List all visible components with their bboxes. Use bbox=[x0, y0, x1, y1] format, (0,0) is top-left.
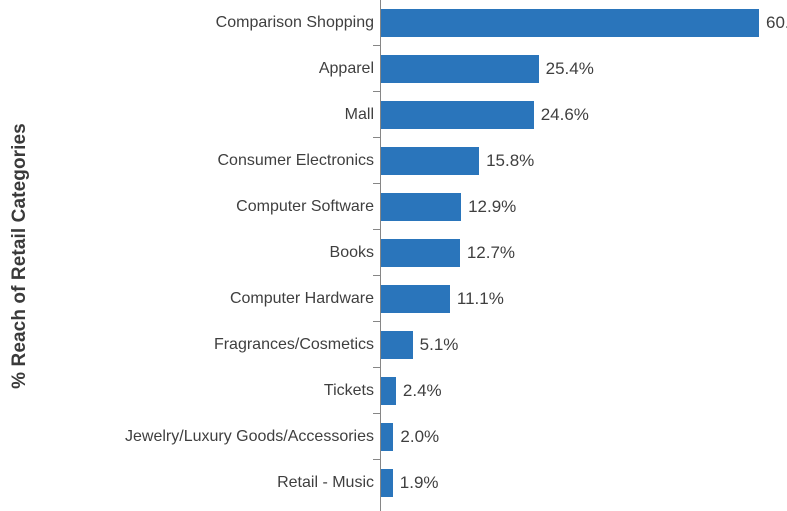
bar-wrap: 11.1% bbox=[381, 285, 504, 313]
bar-wrap: 1.9% bbox=[381, 469, 439, 497]
bar-wrap: 25.4% bbox=[381, 55, 594, 83]
bar-wrap: 12.9% bbox=[381, 193, 516, 221]
plot-area: Comparison Shopping 60.9% Apparel 25.4% Mall… bbox=[40, 0, 787, 511]
category-label: Computer Hardware bbox=[229, 290, 374, 307]
bar-wrap: 60.9% bbox=[381, 9, 787, 37]
category-label: Comparison Shopping bbox=[215, 14, 374, 31]
bar-wrap: 2.0% bbox=[381, 423, 439, 451]
bar[interactable] bbox=[381, 101, 534, 129]
bar-wrap: 15.8% bbox=[381, 147, 534, 175]
bar-value-label: 2.0% bbox=[400, 427, 440, 446]
bar[interactable] bbox=[381, 423, 394, 451]
bar-wrap: 24.6% bbox=[381, 101, 589, 129]
axis-tick bbox=[373, 183, 381, 184]
bar-value-label: 12.9% bbox=[468, 197, 517, 216]
bar[interactable] bbox=[381, 147, 480, 175]
bar-row[interactable]: Fragrances/Cosmetics 5.1% bbox=[40, 322, 787, 368]
axis-tick bbox=[373, 275, 381, 276]
bar-wrap: 12.7% bbox=[381, 239, 515, 267]
category-label: Retail - Music bbox=[277, 474, 374, 491]
bar-row[interactable]: Jewelry/Luxury Goods/Accessories 2.0% bbox=[40, 414, 787, 460]
axis-tick bbox=[373, 45, 381, 46]
bar[interactable] bbox=[381, 331, 413, 359]
category-label: Books bbox=[329, 244, 374, 261]
bar[interactable] bbox=[381, 193, 462, 221]
bar-value-label: 25.4% bbox=[545, 59, 594, 78]
bar-wrap: 2.4% bbox=[381, 377, 442, 405]
axis-tick bbox=[373, 91, 381, 92]
bar-row[interactable]: Retail - Music 1.9% bbox=[40, 460, 787, 506]
category-label: Mall bbox=[344, 106, 374, 123]
bar-wrap: 5.1% bbox=[381, 331, 458, 359]
bar-row[interactable]: Books 12.7% bbox=[40, 230, 787, 276]
category-label: Apparel bbox=[318, 60, 374, 77]
category-label: Fragrances/Cosmetics bbox=[213, 336, 374, 353]
bar-value-label: 5.1% bbox=[419, 335, 459, 354]
bar-row[interactable]: Mall 24.6% bbox=[40, 92, 787, 138]
bar-row[interactable]: Computer Hardware 11.1% bbox=[40, 276, 787, 322]
bar-row[interactable]: Apparel 25.4% bbox=[40, 46, 787, 92]
axis-tick bbox=[373, 229, 381, 230]
category-label: Consumer Electronics bbox=[217, 152, 375, 169]
axis-tick bbox=[373, 137, 381, 138]
bar[interactable] bbox=[381, 469, 393, 497]
axis-tick bbox=[373, 367, 381, 368]
category-label: Jewelry/Luxury Goods/Accessories bbox=[125, 428, 374, 445]
y-axis-title-label: % Reach of Retail Categories bbox=[9, 122, 30, 389]
axis-tick bbox=[373, 413, 381, 414]
bar-value-label: 24.6% bbox=[540, 105, 589, 124]
bar-value-label: 11.1% bbox=[456, 289, 504, 308]
y-axis-title: % Reach of Retail Categories bbox=[0, 0, 40, 511]
category-label: Computer Software bbox=[236, 198, 374, 215]
bar-value-label: 60.9% bbox=[766, 13, 787, 32]
bar[interactable] bbox=[381, 285, 450, 313]
category-label: Tickets bbox=[323, 382, 374, 399]
category-axis-line bbox=[380, 0, 381, 511]
axis-tick bbox=[373, 459, 381, 460]
bar-value-label: 1.9% bbox=[399, 473, 439, 492]
bar[interactable] bbox=[381, 377, 396, 405]
bar-value-label: 15.8% bbox=[486, 151, 535, 170]
bar-row[interactable]: Tickets 2.4% bbox=[40, 368, 787, 414]
axis-tick bbox=[373, 321, 381, 322]
bar[interactable] bbox=[381, 239, 460, 267]
bar-row[interactable]: Computer Software 12.9% bbox=[40, 184, 787, 230]
bar-row[interactable]: Comparison Shopping 60.9% bbox=[40, 0, 787, 46]
bar-value-label: 12.7% bbox=[466, 243, 516, 262]
bar[interactable] bbox=[381, 9, 759, 37]
bar-row[interactable]: Consumer Electronics 15.8% bbox=[40, 138, 787, 184]
bar[interactable] bbox=[381, 55, 539, 83]
bar-value-label: 2.4% bbox=[402, 381, 442, 400]
